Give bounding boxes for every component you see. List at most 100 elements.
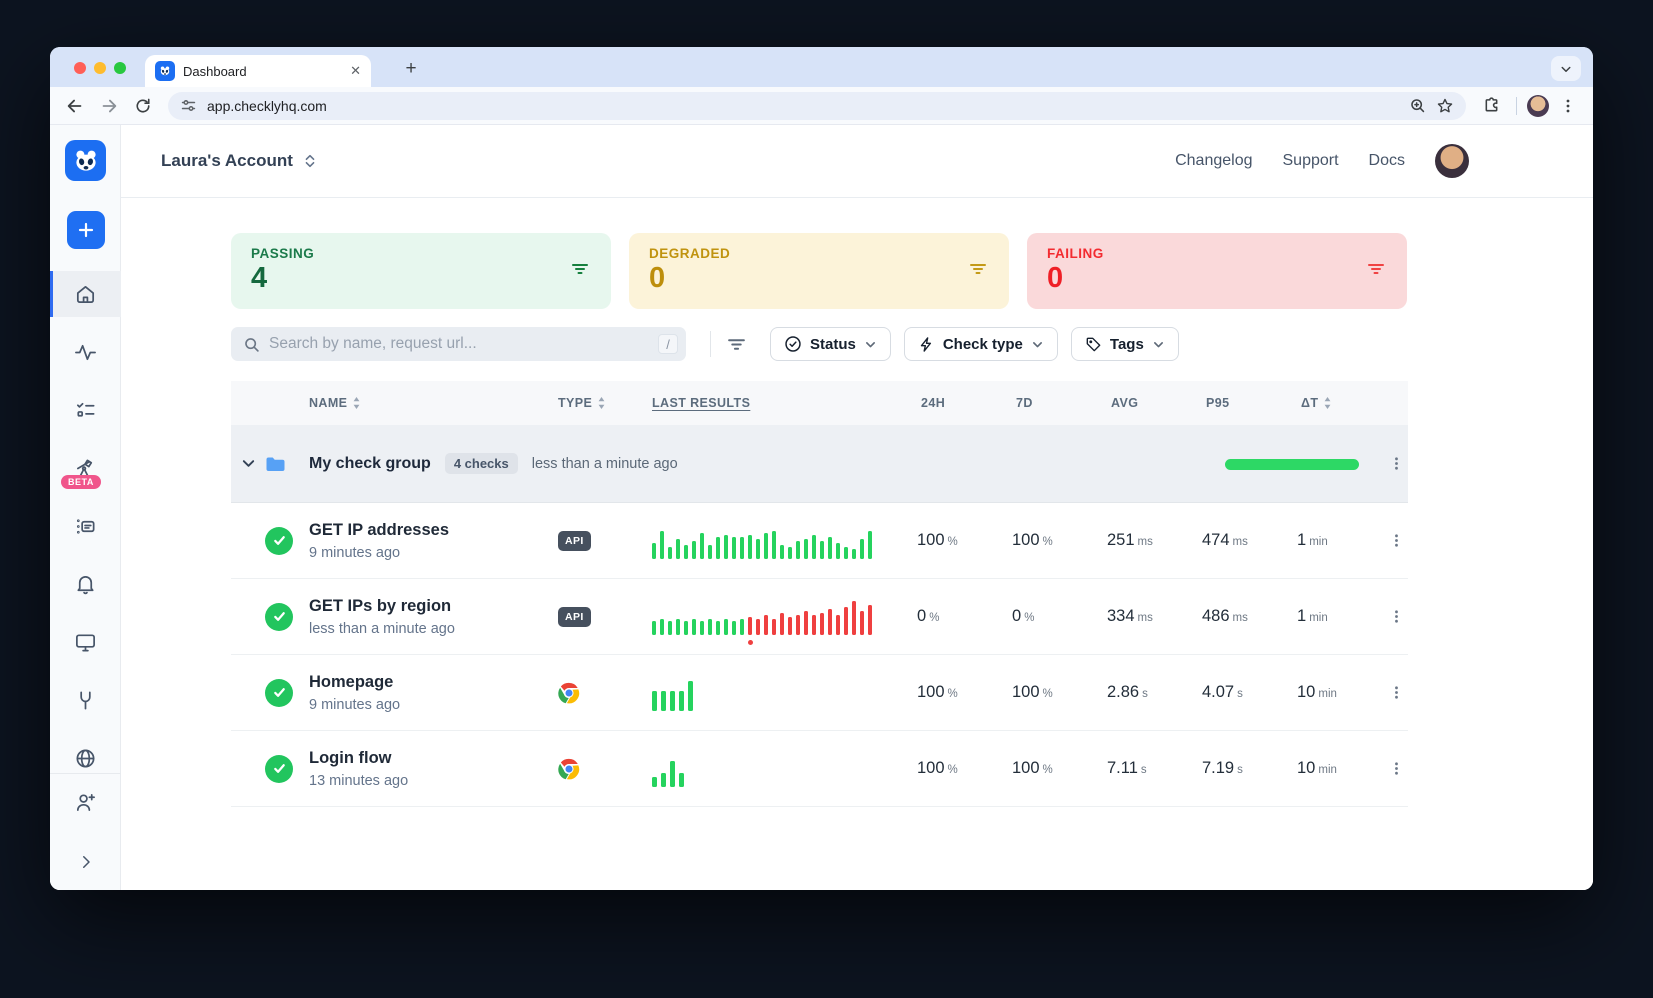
- api-type-badge: API: [558, 530, 591, 551]
- table-row[interactable]: Homepage 9 minutes ago 100% 100% 2.86 s 4.07 s 1…: [231, 655, 1408, 731]
- bookmark-star-icon[interactable]: [1436, 97, 1454, 115]
- filter-icon[interactable]: [571, 261, 589, 277]
- sidebar-item-invite-user[interactable]: [50, 779, 121, 825]
- result-bar: [868, 530, 872, 559]
- close-window-button[interactable]: [74, 62, 86, 74]
- row-menu-button[interactable]: [1384, 533, 1408, 548]
- check-type-filter-button[interactable]: Check type: [903, 327, 1058, 361]
- sidebar-item-maintenance[interactable]: [50, 677, 121, 723]
- result-bar: [660, 618, 664, 635]
- result-bar: [748, 616, 752, 635]
- filter-icon[interactable]: [969, 261, 987, 277]
- checkly-logo[interactable]: [65, 140, 106, 181]
- passing-count: 4: [251, 262, 268, 294]
- window-controls[interactable]: [74, 62, 126, 74]
- row-menu-button[interactable]: [1384, 609, 1408, 624]
- tags-filter-button[interactable]: Tags: [1070, 327, 1179, 361]
- metric-unit: ms: [1137, 612, 1153, 624]
- sidebar-item-explore-beta[interactable]: [50, 445, 121, 491]
- failing-card[interactable]: FAILING 0: [1027, 233, 1407, 309]
- sidebar-item-dashboards[interactable]: [50, 619, 121, 665]
- filter-icon[interactable]: [727, 336, 746, 353]
- group-checks-badge: 4 checks: [444, 453, 518, 474]
- col-name[interactable]: NAME: [309, 396, 551, 410]
- col-7d[interactable]: 7D: [1016, 396, 1033, 410]
- user-avatar[interactable]: [1435, 144, 1469, 178]
- sidebar-collapse-button[interactable]: [50, 839, 121, 885]
- table-row[interactable]: GET IP addresses 9 minutes ago API 100% 100%…: [231, 503, 1408, 579]
- maximize-window-button[interactable]: [114, 62, 126, 74]
- table-row[interactable]: GET IPs by region less than a minute ago A…: [231, 579, 1408, 655]
- plus-icon: [78, 222, 94, 238]
- new-tab-button[interactable]: +: [405, 58, 417, 79]
- search-box[interactable]: /: [231, 327, 686, 361]
- row-menu-button[interactable]: [1384, 685, 1408, 700]
- browser-profile-avatar[interactable]: [1527, 94, 1549, 117]
- tab-close-icon[interactable]: ✕: [350, 63, 361, 78]
- browser-tab[interactable]: Dashboard ✕: [145, 55, 371, 87]
- main-content: Laura's Account Changelog Support Docs P…: [121, 125, 1593, 890]
- degraded-card[interactable]: DEGRADED 0: [629, 233, 1009, 309]
- sidebar-item-home[interactable]: [50, 271, 121, 317]
- col-type[interactable]: TYPE: [551, 396, 645, 410]
- create-check-button[interactable]: [67, 211, 105, 249]
- row-menu-button[interactable]: [1384, 761, 1408, 776]
- nav-support-link[interactable]: Support: [1282, 152, 1339, 169]
- filter-icon[interactable]: [1367, 261, 1385, 277]
- check-name-block: Homepage 9 minutes ago: [309, 673, 551, 713]
- sidebar-item-alerts[interactable]: [50, 561, 121, 607]
- col-avg[interactable]: AVG: [1111, 396, 1139, 410]
- result-bar: [732, 620, 736, 635]
- passing-card[interactable]: PASSING 4: [231, 233, 611, 309]
- check-passing-icon: [265, 754, 293, 783]
- status-cell: [265, 754, 309, 783]
- search-input[interactable]: [269, 335, 649, 353]
- nav-docs-link[interactable]: Docs: [1368, 152, 1405, 169]
- sidebar-item-activity[interactable]: [50, 329, 121, 375]
- group-menu-button[interactable]: [1384, 456, 1408, 471]
- chevron-down-icon: [242, 460, 254, 467]
- group-expand-toggle[interactable]: [231, 456, 265, 471]
- result-bar: [772, 530, 776, 559]
- reload-icon: [136, 98, 150, 112]
- forward-button[interactable]: [94, 91, 124, 121]
- result-bar: [788, 616, 792, 635]
- check-last-run-time: 9 minutes ago: [309, 696, 401, 713]
- metric-unit: s: [1142, 688, 1148, 700]
- table-row[interactable]: Login flow 13 minutes ago 100% 100% 7.11 s 7.1…: [231, 731, 1408, 807]
- results-sparkline: [652, 751, 909, 787]
- site-settings-icon[interactable]: [180, 97, 197, 114]
- metric-value: 251: [1107, 531, 1135, 549]
- sidebar-item-checks[interactable]: [50, 387, 121, 433]
- minimize-window-button[interactable]: [94, 62, 106, 74]
- extensions-button[interactable]: [1476, 91, 1506, 121]
- result-bar: [661, 690, 666, 711]
- metric-unit: %: [947, 688, 958, 700]
- account-switcher[interactable]: Laura's Account: [161, 151, 317, 171]
- col-24h[interactable]: 24H: [921, 396, 946, 410]
- nav-changelog-link[interactable]: Changelog: [1175, 152, 1253, 169]
- result-bar: [716, 536, 720, 559]
- tab-search-button[interactable]: [1551, 56, 1581, 81]
- browser-menu-button[interactable]: [1553, 91, 1583, 121]
- address-bar[interactable]: app.checklyhq.com: [168, 91, 1466, 120]
- col-dt[interactable]: ΔT: [1289, 396, 1384, 410]
- col-p95[interactable]: P95: [1206, 396, 1230, 410]
- sidebar: BETA: [50, 125, 121, 890]
- metric-unit: min: [1309, 612, 1328, 624]
- check-group-row[interactable]: My check group 4 checks less than a minu…: [231, 425, 1408, 503]
- metric-cell: 10 min: [1289, 683, 1384, 702]
- result-bar: [836, 614, 840, 635]
- reload-button[interactable]: [128, 91, 158, 121]
- col-last-results[interactable]: LAST RESULTS: [652, 396, 751, 410]
- filter-divider: [710, 331, 711, 357]
- sidebar-item-private-locations[interactable]: [50, 735, 121, 781]
- status-filter-button[interactable]: Status: [770, 327, 891, 361]
- status-cell: [265, 526, 309, 555]
- metric-value: 100: [1012, 531, 1040, 549]
- zoom-icon[interactable]: [1409, 97, 1426, 114]
- back-button[interactable]: [60, 91, 90, 121]
- sort-icon: [353, 397, 360, 409]
- check-last-run-time: 9 minutes ago: [309, 544, 401, 561]
- sidebar-item-runs[interactable]: [50, 503, 121, 549]
